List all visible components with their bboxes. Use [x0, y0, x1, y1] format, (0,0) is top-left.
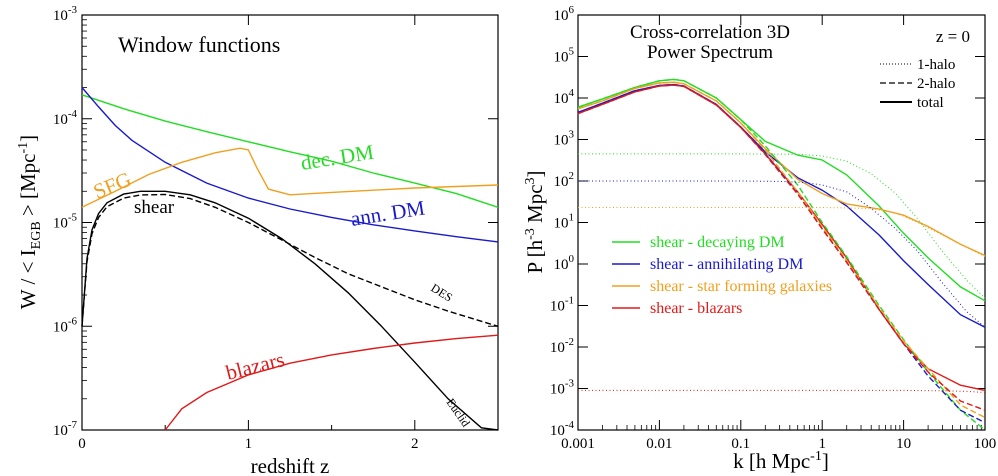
right-x-tick-label: 1	[818, 436, 826, 452]
left-y-tick-label: 10-7	[53, 419, 78, 439]
style-legend-total-label: total	[917, 95, 944, 111]
left-series-orange	[81, 147, 499, 208]
left-axis-ticks: 0 1 2 10-7 10-6 10-5 10-4 10-3	[53, 4, 498, 452]
right-y-axis-label: P [h-3 Mpc3]	[523, 170, 547, 273]
left-y-axis-label: W / < IEGB > [Mpc-1]	[16, 135, 44, 309]
right-y-tick-label: 103	[554, 129, 575, 149]
right-y-tick-label: 105	[554, 46, 575, 66]
legend-green-label: shear - decaying DM	[650, 234, 785, 251]
right-x-axis-label: k [h Mpc-1]	[733, 449, 829, 473]
right-x-tick-label: 10	[896, 436, 911, 452]
right-x-tick-label: 0.001	[561, 436, 595, 452]
left-y-tick-label: 10-3	[53, 4, 78, 24]
label-sfg: SFG	[90, 167, 135, 204]
label-ann-dm: ann. DM	[349, 196, 427, 231]
label-euclid: Euclid	[444, 396, 473, 430]
right-y-tick-label: 106	[554, 4, 575, 24]
redshift-annotation: z = 0	[936, 27, 970, 46]
right-y-tick-label: 100	[554, 253, 575, 273]
left-x-axis-label: redshift z	[251, 454, 330, 476]
style-legend: 1-halo 2-halo total	[880, 57, 955, 111]
right-y-tick-label: 10-3	[550, 378, 575, 398]
left-y-tick-label: 10-4	[53, 108, 78, 128]
label-des: DES	[428, 281, 455, 305]
left-series-group	[81, 87, 499, 431]
right-y-tick-label: 10-1	[550, 295, 574, 315]
series-legend: shear - decaying DM shear - annihilating…	[612, 234, 832, 317]
left-chart-title: Window functions	[118, 32, 280, 57]
left-x-tick-label: 2	[411, 436, 419, 452]
right-series-group	[577, 78, 986, 431]
right-y-tick-label: 101	[554, 212, 575, 232]
right-y-tick-label: 104	[554, 87, 575, 107]
style-legend-1halo-label: 1-halo	[917, 57, 955, 73]
right-y-tick-label: 10-4	[550, 419, 575, 439]
left-series-shear-euclid	[81, 190, 499, 431]
right-x-tick-label: 100	[974, 436, 997, 452]
right-y-tick-label: 102	[554, 170, 575, 190]
left-series-shear-des	[81, 193, 499, 327]
right-axis-ticks: 0.001 0.01 0.1 1 10 100 10-4 10-3 10-2 10-1 100 101…	[550, 4, 996, 452]
left-x-tick-label: 1	[245, 436, 253, 452]
label-dec-dm: dec. DM	[299, 140, 376, 175]
label-blazars: blazars	[223, 347, 287, 385]
right-series-red-1h	[578, 389, 986, 393]
right-series-orange-2h	[577, 81, 986, 419]
right-x-tick-label: 0.01	[646, 436, 672, 452]
right-y-tick-label: 10-2	[550, 336, 574, 356]
label-shear: shear	[134, 197, 175, 218]
left-y-tick-label: 10-5	[53, 212, 78, 232]
left-series-green	[81, 94, 499, 208]
right-series-green-2h	[577, 78, 986, 431]
left-x-tick-label: 0	[78, 436, 86, 452]
right-x-tick-label: 0.1	[731, 436, 750, 452]
right-chart-title: Cross-correlation 3D	[630, 22, 790, 43]
right-chart-subtitle: Power Spectrum	[647, 42, 773, 63]
legend-red-label: shear - blazars	[650, 300, 742, 317]
right-series-orange-1h	[578, 207, 986, 258]
right-series-red-2h	[577, 84, 986, 411]
left-series-red	[164, 334, 499, 431]
style-legend-2halo-label: 2-halo	[917, 76, 955, 92]
left-plot-frame	[81, 14, 499, 431]
legend-blue-label: shear - annihilating DM	[650, 256, 803, 273]
left-y-tick-label: 10-6	[53, 315, 78, 335]
legend-orange-label: shear - star forming galaxies	[650, 278, 832, 295]
left-series-blue	[81, 87, 499, 243]
